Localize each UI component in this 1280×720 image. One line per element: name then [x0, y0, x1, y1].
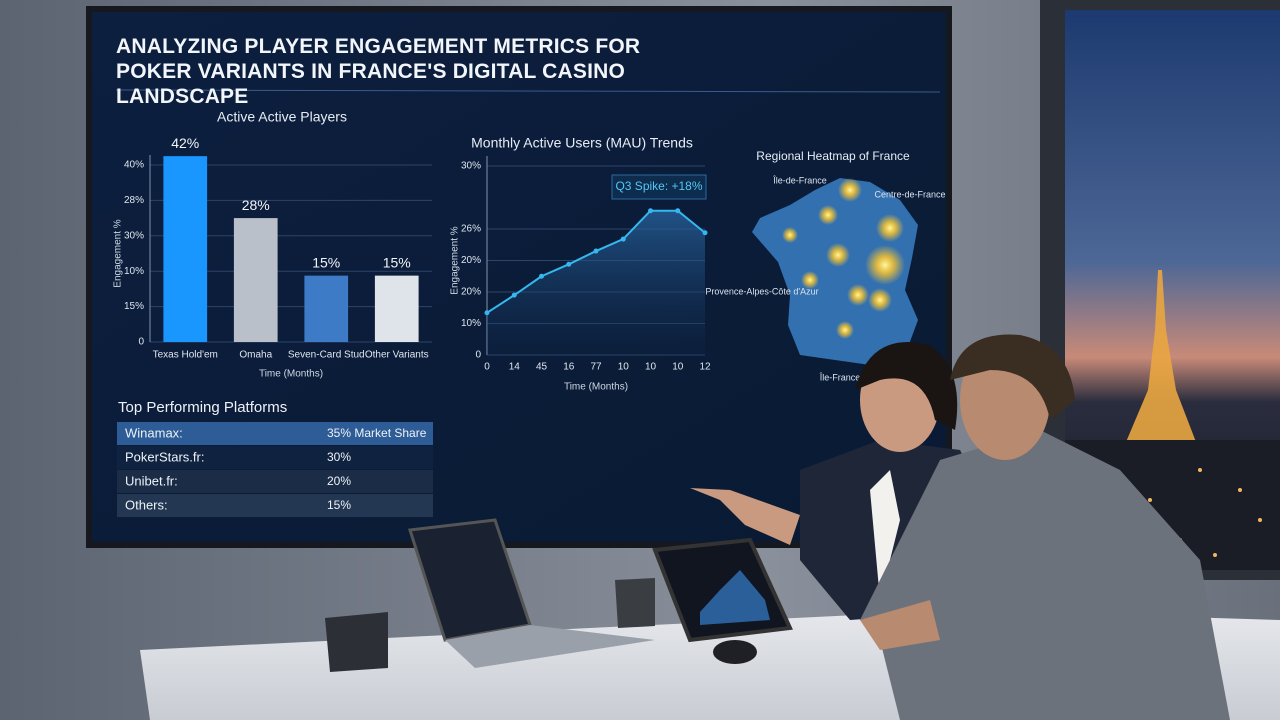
point: [675, 208, 681, 214]
woman-hand: [690, 488, 800, 545]
x-axis-label: Time (Months): [564, 382, 628, 393]
platform-name: Others:: [125, 497, 168, 512]
x-axis-label: Time (Months): [259, 369, 323, 380]
table-row: [117, 422, 433, 445]
chart-title: Active Active Players: [217, 109, 347, 125]
annotation: Q3 Spike: +18%: [615, 179, 702, 193]
point: [566, 261, 572, 267]
platform-name: Winamax:: [125, 425, 183, 440]
heat-spot: [838, 178, 862, 202]
heat-spot: [865, 245, 905, 285]
bar: [163, 156, 208, 342]
man-hands: [860, 600, 940, 650]
x-tick-label: 0: [484, 362, 490, 373]
data-label: 28%: [242, 197, 270, 213]
heat-spot: [836, 321, 854, 339]
y-axis-label: Engagement %: [113, 219, 124, 287]
y-tick-label: 15%: [124, 301, 144, 312]
x-tick-label: 45: [536, 362, 548, 373]
point: [484, 310, 490, 316]
platform-name: Unibet.fr:: [125, 473, 178, 488]
data-label: 15%: [383, 254, 411, 270]
region-label: Île-de-France: [772, 175, 827, 185]
table-row: [117, 470, 433, 493]
x-tick-label: 12: [699, 362, 711, 373]
point: [539, 273, 544, 279]
data-label: 15%: [312, 254, 340, 270]
y-tick-label: 10%: [124, 266, 144, 277]
x-tick-label: 16: [563, 362, 575, 373]
data-label: 42%: [171, 135, 199, 151]
charts: Active Active Players Engagement % Time (M…: [113, 109, 711, 393]
x-tick-label: 10: [645, 362, 657, 373]
x-tick-label: Texas Hold'em: [153, 350, 218, 361]
screen-title: ANALYZING PLAYER ENGAGEMENT METRICS FOR …: [116, 35, 641, 108]
y-tick-label: 10%: [461, 318, 481, 329]
earbuds-case: [713, 640, 757, 664]
y-tick-label: 0: [138, 337, 144, 348]
point: [620, 236, 626, 242]
table-row: [117, 494, 433, 517]
y-tick-label: 40%: [124, 160, 144, 171]
bar: [374, 275, 419, 342]
heat-spot: [782, 227, 798, 243]
woman-hair: [855, 342, 958, 430]
eiffel-tower: [1126, 270, 1196, 442]
y-tick-label: 26%: [461, 224, 481, 235]
platform-share: 30%: [327, 450, 351, 464]
heatmap-title: Regional Heatmap of France: [756, 149, 910, 163]
x-tick-label: 10: [618, 362, 630, 373]
heat-spot: [868, 288, 892, 312]
y-tick-label: 28%: [124, 195, 144, 206]
bar: [304, 275, 349, 342]
chart-title: Monthly Active Users (MAU) Trends: [471, 135, 693, 151]
y-tick-label: 0: [475, 350, 481, 361]
point: [593, 248, 599, 254]
heat-spot: [876, 214, 904, 242]
platform-name: PokerStars.fr:: [125, 449, 204, 464]
x-tick-label: Other Variants: [365, 350, 429, 361]
heat-spot: [847, 284, 869, 306]
point: [648, 208, 653, 214]
platform-share: 20%: [327, 474, 351, 488]
man-hair: [950, 334, 1075, 420]
y-tick-label: 20%: [461, 255, 481, 266]
area-fill: [487, 210, 705, 355]
y-tick-label: 30%: [124, 230, 144, 241]
title-rule: [115, 89, 941, 93]
laptop-base: [445, 625, 655, 668]
platform-table: Winamax: 35% Market Share PokerStars.fr: 30…: [117, 422, 433, 517]
x-tick-label: 10: [672, 362, 684, 373]
table-title: Top Performing Platforms: [118, 399, 287, 416]
heat-spot: [801, 271, 819, 289]
region-label: Île-France: [819, 372, 861, 382]
heat-spot: [818, 205, 838, 225]
table-row: [117, 446, 433, 469]
heat-spot: [826, 243, 850, 267]
region-label: Centre-de-France: [874, 189, 945, 199]
y-axis-label: Engagement %: [450, 226, 461, 294]
france-map: [752, 178, 918, 365]
x-tick-label: 77: [590, 362, 602, 373]
tablet-chart: [700, 570, 770, 625]
mug: [325, 612, 388, 672]
platform-share: 35% Market Share: [327, 426, 427, 440]
annotation-box: [611, 174, 707, 200]
woman-shirt: [870, 470, 900, 600]
mug: [615, 578, 655, 628]
platform-share: 15%: [327, 498, 351, 512]
y-tick-label: 30%: [461, 161, 481, 172]
x-tick-label: Seven-Card Stud: [288, 350, 365, 361]
x-tick-label: 14: [509, 362, 521, 373]
region-label: Provence-Alpes-Côte d'Azur: [705, 286, 818, 296]
bar: [233, 218, 278, 342]
point: [702, 230, 708, 236]
point: [511, 292, 517, 298]
x-tick-label: Omaha: [239, 350, 272, 361]
y-tick-label: 20%: [461, 287, 481, 298]
man-body: [860, 430, 1230, 720]
